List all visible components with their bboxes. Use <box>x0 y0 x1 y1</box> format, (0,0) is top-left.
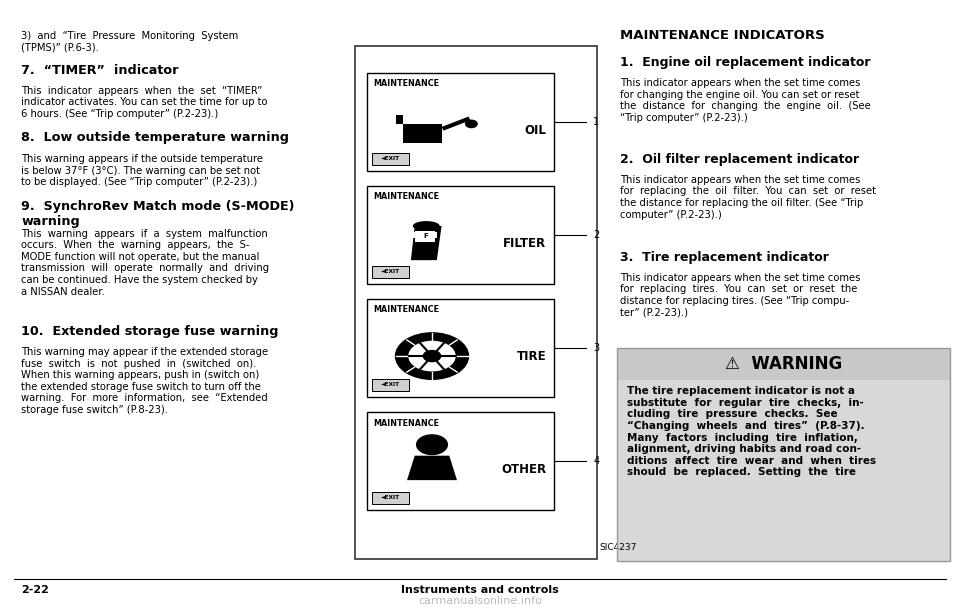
Text: TIRE: TIRE <box>516 349 546 362</box>
FancyBboxPatch shape <box>372 153 409 165</box>
Text: This warning appears if the outside temperature
is below 37°F (3°C). The warning: This warning appears if the outside temp… <box>21 154 263 187</box>
Text: MAINTENANCE: MAINTENANCE <box>373 419 440 428</box>
Text: 2.  Oil filter replacement indicator: 2. Oil filter replacement indicator <box>620 153 859 166</box>
Text: 3: 3 <box>593 343 599 353</box>
Circle shape <box>417 435 447 455</box>
Text: 10.  Extended storage fuse warning: 10. Extended storage fuse warning <box>21 325 278 338</box>
FancyBboxPatch shape <box>372 379 409 391</box>
Text: 4: 4 <box>593 456 599 466</box>
Text: 1.  Engine oil replacement indicator: 1. Engine oil replacement indicator <box>620 56 871 69</box>
Text: This indicator appears when the set time comes
for  replacing  tires.  You  can : This indicator appears when the set time… <box>620 273 860 317</box>
FancyBboxPatch shape <box>367 412 554 510</box>
Text: 9.  SynchroRev Match mode (S-MODE)
warning: 9. SynchroRev Match mode (S-MODE) warnin… <box>21 200 295 229</box>
Text: This indicator appears when the set time comes
for  replacing  the  oil  filter.: This indicator appears when the set time… <box>620 175 876 219</box>
FancyBboxPatch shape <box>355 46 597 559</box>
Text: 2-22: 2-22 <box>21 585 49 595</box>
Polygon shape <box>403 124 442 144</box>
Polygon shape <box>442 117 470 131</box>
Text: Instruments and controls: Instruments and controls <box>401 585 559 595</box>
FancyBboxPatch shape <box>372 492 409 504</box>
Circle shape <box>409 342 455 371</box>
FancyBboxPatch shape <box>367 73 554 171</box>
Text: 8.  Low outside temperature warning: 8. Low outside temperature warning <box>21 131 289 144</box>
Text: OTHER: OTHER <box>501 463 546 475</box>
Text: ◄EXIT: ◄EXIT <box>381 156 400 161</box>
Polygon shape <box>413 221 440 231</box>
Text: carmanualsonline.info: carmanualsonline.info <box>418 596 542 606</box>
FancyBboxPatch shape <box>617 348 950 380</box>
Text: F: F <box>423 233 427 240</box>
Text: 2: 2 <box>593 230 600 240</box>
Text: This indicator appears when the set time comes
for changing the engine oil. You : This indicator appears when the set time… <box>620 78 871 123</box>
Text: 7.  “TIMER”  indicator: 7. “TIMER” indicator <box>21 64 179 76</box>
Polygon shape <box>411 226 442 260</box>
Text: ◄EXIT: ◄EXIT <box>381 496 400 500</box>
Text: This warning may appear if the extended storage
fuse  switch  is  not  pushed  i: This warning may appear if the extended … <box>21 347 268 415</box>
FancyBboxPatch shape <box>367 299 554 397</box>
Text: OIL: OIL <box>524 123 546 136</box>
Circle shape <box>466 120 477 128</box>
Text: This  warning  appears  if  a  system  malfunction
occurs.  When  the  warning  : This warning appears if a system malfunc… <box>21 229 269 296</box>
Polygon shape <box>407 456 457 480</box>
Circle shape <box>423 351 441 362</box>
Polygon shape <box>415 231 435 242</box>
Text: ⚠  WARNING: ⚠ WARNING <box>725 355 843 373</box>
Text: MAINTENANCE: MAINTENANCE <box>373 79 440 89</box>
Text: MAINTENANCE: MAINTENANCE <box>373 192 440 202</box>
Text: 1: 1 <box>593 117 599 127</box>
Text: ◄EXIT: ◄EXIT <box>381 382 400 387</box>
Text: The tire replacement indicator is not a
substitute  for  regular  tire  checks, : The tire replacement indicator is not a … <box>627 386 876 477</box>
Text: FILTER: FILTER <box>503 236 546 249</box>
Polygon shape <box>411 232 437 238</box>
Polygon shape <box>396 115 403 124</box>
FancyBboxPatch shape <box>617 380 950 561</box>
FancyBboxPatch shape <box>372 266 409 278</box>
Circle shape <box>396 333 468 379</box>
Text: 3.  Tire replacement indicator: 3. Tire replacement indicator <box>620 251 829 263</box>
Text: 3)  and  “Tire  Pressure  Monitoring  System
(TPMS)” (P.6-3).: 3) and “Tire Pressure Monitoring System … <box>21 31 238 52</box>
Text: MAINTENANCE INDICATORS: MAINTENANCE INDICATORS <box>620 29 825 42</box>
Text: ◄EXIT: ◄EXIT <box>381 269 400 274</box>
Text: SIC4237: SIC4237 <box>599 543 636 552</box>
FancyBboxPatch shape <box>367 186 554 284</box>
Text: MAINTENANCE: MAINTENANCE <box>373 306 440 315</box>
Text: This  indicator  appears  when  the  set  “TIMER”
indicator activates. You can s: This indicator appears when the set “TIM… <box>21 86 268 119</box>
